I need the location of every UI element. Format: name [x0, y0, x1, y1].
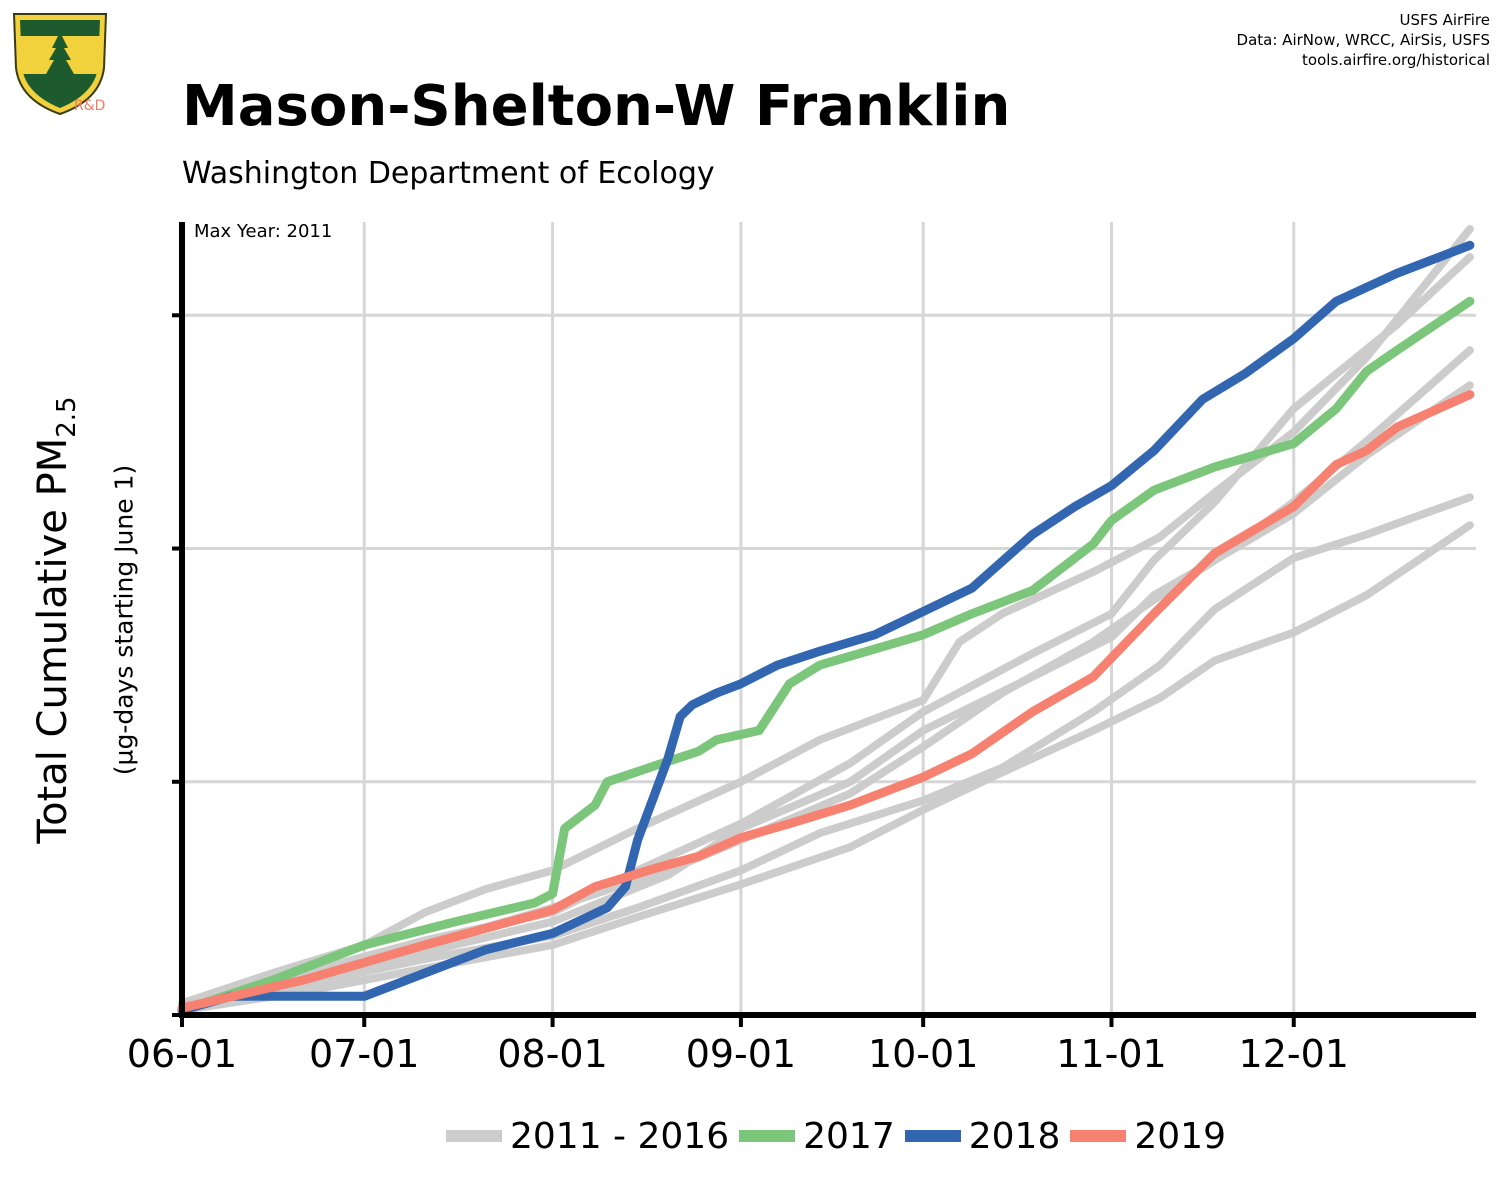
- historical-series-line: [178, 225, 1474, 1008]
- historical-series-line: [178, 493, 1474, 1012]
- legend-item: 2011 - 2016: [446, 1116, 729, 1157]
- credits-line-1: USFS AirFire: [1399, 11, 1490, 29]
- legend-item: 2017: [739, 1116, 895, 1157]
- axis-layer: 06-01 07-01 08-01 09-01 10-01 11-01 12-01: [127, 222, 1476, 1076]
- legend-swatch: [739, 1130, 796, 1142]
- credits-line-3: tools.airfire.org/historical: [1302, 51, 1490, 69]
- max-year-annotation: Max Year: 2011: [194, 221, 333, 242]
- legend-swatch: [446, 1130, 502, 1142]
- x-tick-label: 10-01: [868, 1032, 978, 1076]
- grid-layer: [180, 222, 1476, 1015]
- series-line-2018: [177, 240, 1475, 1015]
- chart-subtitle: Washington Department of Ecology: [182, 156, 715, 191]
- legend-label: 2018: [968, 1115, 1061, 1157]
- historical-series-line: [178, 381, 1474, 1012]
- x-tick-label: 07-01: [309, 1032, 419, 1076]
- logo-rd-tag: R&D: [74, 98, 106, 114]
- legend-item: 2018: [904, 1115, 1061, 1157]
- series-layer: [177, 225, 1475, 1015]
- credits: USFS AirFire Data: AirNow, WRCC, AirSis,…: [1237, 10, 1490, 70]
- x-tick-label: 11-01: [1056, 1032, 1166, 1076]
- x-tick-label: 09-01: [686, 1032, 796, 1076]
- x-tick-label: 08-01: [497, 1032, 607, 1076]
- legend-item: 2019: [1070, 1116, 1226, 1157]
- x-tick-label: 12-01: [1239, 1032, 1349, 1076]
- legend-label: 2017: [803, 1115, 895, 1157]
- legend: 2011 - 2016 2017 2018 2019: [446, 1114, 1236, 1158]
- historical-series-line: [178, 253, 1474, 1010]
- chart-title: Mason-Shelton-W Franklin: [182, 74, 1011, 139]
- legend-swatch: [1070, 1130, 1127, 1142]
- x-tick-label: 06-01: [127, 1032, 237, 1076]
- series-line-2017: [177, 296, 1475, 1015]
- credits-line-2: Data: AirNow, WRCC, AirSis, USFS: [1236, 31, 1490, 49]
- series-line-2019: [177, 390, 1475, 1013]
- legend-swatch: [904, 1130, 961, 1142]
- legend-label: 2019: [1134, 1115, 1226, 1157]
- usfs-logo: [8, 8, 112, 118]
- legend-label: 2011 - 2016: [510, 1115, 730, 1157]
